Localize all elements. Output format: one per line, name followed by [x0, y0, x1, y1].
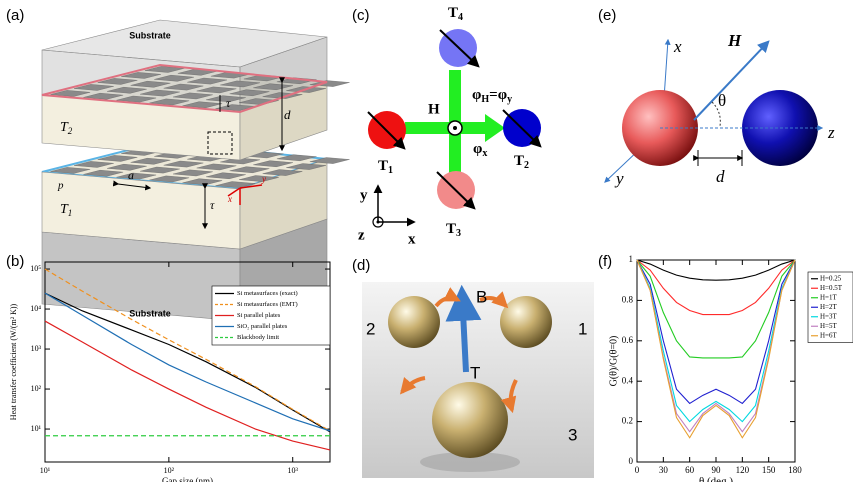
label: 3: [568, 425, 577, 444]
label: x: [408, 231, 416, 247]
label: T4: [448, 5, 463, 23]
x-tick-label: 90: [712, 465, 722, 475]
series-line: [637, 260, 795, 438]
y-tick-label: 10²: [31, 384, 42, 393]
y-tick-label: 10³: [31, 344, 42, 353]
panel-d: (d) B 2 1 T 3: [352, 257, 594, 478]
label: H: [727, 31, 742, 50]
x-tick-label: 30: [659, 465, 669, 475]
legend-label: H=1T: [820, 293, 838, 301]
x-tick-label: 120: [736, 465, 750, 475]
label: x: [673, 37, 682, 56]
arrow: [485, 114, 505, 142]
y-tick-label: 0.6: [622, 335, 634, 345]
b-arrow: [462, 292, 466, 372]
legend-label: Si parallel plates: [237, 312, 281, 319]
y-axis-label: Heat transfer coefficient (W/(m² K)): [9, 303, 18, 420]
label: T: [470, 363, 480, 382]
label: z: [358, 227, 365, 243]
label: z: [827, 123, 835, 142]
legend-label: Si metasurfaces (exact): [237, 290, 298, 297]
label: x: [227, 194, 232, 204]
plot-frame: [637, 260, 795, 462]
legend-label: Si metasurfaces (EMT): [237, 301, 298, 308]
figure: (a) Substrate T2 τ d p a τ x y T1 Substr…: [0, 0, 853, 482]
x-tick-label: 150: [762, 465, 776, 475]
label: τ: [210, 198, 215, 212]
x-axis-label: θ (deg.): [699, 476, 733, 482]
y-tick-label: 0.2: [622, 416, 633, 426]
label: 1: [578, 319, 587, 338]
label: a: [128, 168, 134, 182]
label: p: [57, 180, 64, 192]
label: φx: [473, 141, 487, 159]
legend-label: H=5T: [820, 322, 838, 330]
label: Substrate: [129, 30, 171, 40]
legend-label: H=0.5T: [820, 284, 843, 292]
x-tick-label: 10²: [164, 466, 175, 475]
x-tick-label: 180: [788, 465, 802, 475]
sphere: [432, 382, 508, 458]
y-tick-label: 0.8: [622, 294, 634, 304]
label: y: [261, 174, 266, 184]
series-line: [637, 260, 795, 403]
panel-label: (a): [6, 7, 24, 24]
label: y: [360, 187, 368, 203]
x-tick-label: 60: [685, 465, 695, 475]
panel-label: (b): [6, 253, 24, 270]
panel-label: (c): [352, 7, 370, 24]
label: T2: [514, 153, 529, 171]
label: θ: [718, 91, 726, 110]
x-tick-label: 10³: [288, 466, 299, 475]
legend-label: Blackbody limit: [237, 334, 279, 341]
label: d: [716, 167, 725, 186]
h-field: [453, 126, 457, 130]
y-tick-label: 10¹: [31, 424, 42, 433]
panel-label: (d): [352, 257, 370, 274]
panel-a: (a): [6, 7, 350, 321]
y-tick-label: 1: [629, 254, 634, 264]
y-axis-label: G(θ)/G(θ=0): [608, 336, 619, 387]
arrow: [405, 122, 485, 134]
legend-label: H=2T: [820, 303, 838, 311]
legend-label: H=6T: [820, 331, 838, 339]
label: T1: [378, 158, 393, 176]
panel-c: (c) T4 T1 T2 T3 H φH=φy φx y z x: [352, 5, 541, 247]
label: Substrate: [129, 308, 171, 318]
axis: [377, 221, 380, 224]
label: τ: [226, 96, 231, 110]
legend-label: H=0.25: [820, 274, 842, 282]
label: H: [428, 101, 440, 117]
y-tick-label: 0: [629, 456, 634, 466]
panel-e: (e) x H θ z d y: [598, 7, 835, 188]
label: B: [476, 287, 487, 306]
x-tick-label: 0: [635, 465, 640, 475]
legend-label: SiO₂ parallel plates: [237, 323, 288, 330]
legend-label: H=3T: [820, 312, 838, 320]
y-tick-label: 0.4: [622, 375, 634, 385]
label: y: [614, 169, 624, 188]
panel-label: (e): [598, 7, 616, 24]
x-tick-label: 10¹: [40, 466, 51, 475]
y-tick-label: 10⁵: [30, 264, 41, 273]
label: φH=φy: [472, 87, 512, 105]
panel-label: (f): [598, 253, 612, 270]
sphere: [500, 296, 552, 348]
sphere: [388, 296, 440, 348]
x-axis-label: Gap size (nm): [162, 476, 213, 482]
label: d: [284, 107, 291, 122]
label: T3: [446, 221, 461, 239]
label: 2: [366, 319, 375, 338]
y-tick-label: 10⁴: [30, 304, 41, 313]
